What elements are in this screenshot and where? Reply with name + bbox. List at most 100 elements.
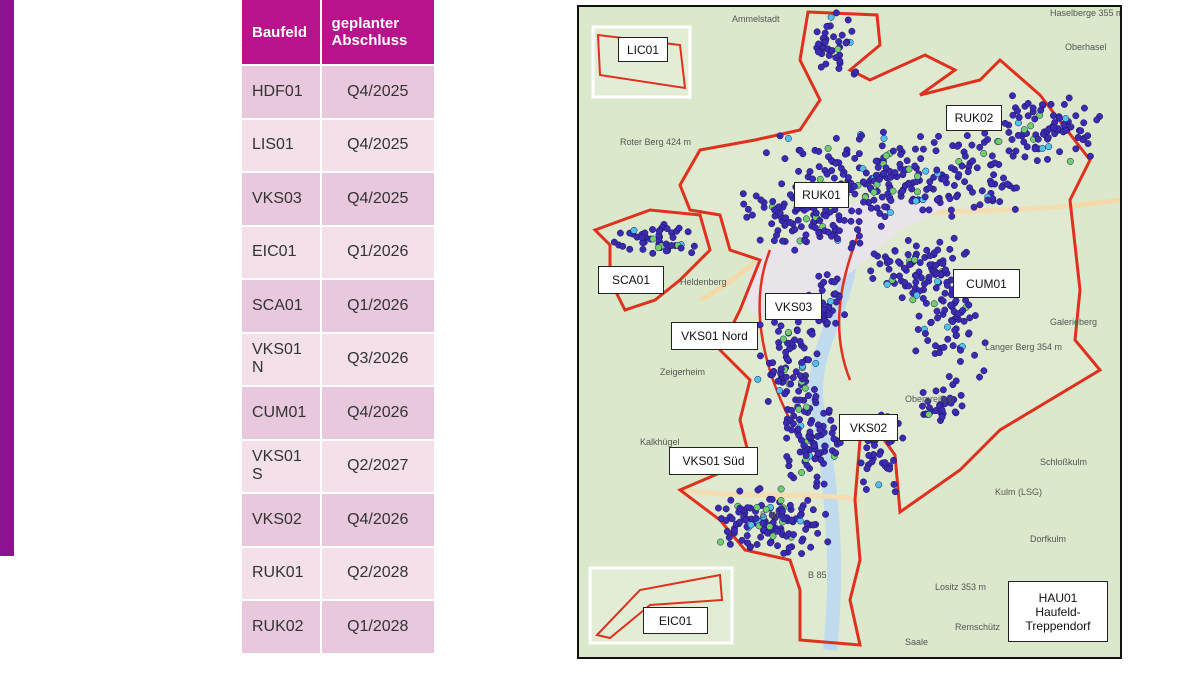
address-dot	[684, 228, 692, 236]
address-dot	[752, 514, 760, 522]
address-dot	[1001, 119, 1009, 127]
address-dot	[766, 539, 774, 547]
table-cell: Q4/2026	[320, 385, 437, 440]
address-dot	[825, 406, 833, 414]
address-dot	[630, 226, 638, 234]
address-dot	[736, 518, 744, 526]
address-dot	[793, 327, 801, 335]
address-dot	[796, 416, 803, 423]
address-dot	[891, 247, 899, 255]
address-dot	[939, 297, 947, 305]
address-dot	[1027, 122, 1035, 130]
address-dot	[781, 155, 789, 163]
address-dot	[827, 416, 835, 424]
address-dot	[803, 403, 811, 411]
address-dot	[924, 398, 932, 405]
address-dot	[949, 342, 957, 350]
address-dot	[923, 246, 931, 254]
address-dot	[847, 244, 855, 252]
address-dot	[885, 265, 893, 273]
address-dot	[677, 244, 685, 252]
address-dot	[952, 297, 960, 305]
address-dot	[1029, 104, 1037, 112]
address-dot	[798, 358, 806, 366]
address-dot	[807, 543, 815, 551]
address-dot	[922, 299, 930, 307]
address-dot	[963, 132, 971, 140]
address-dot	[669, 234, 677, 241]
address-dot	[690, 242, 698, 250]
table-row: RUK01 Q2/2028	[242, 545, 437, 600]
address-dot	[774, 542, 781, 550]
address-dot	[908, 185, 916, 193]
address-dot	[762, 149, 770, 157]
address-dot	[821, 442, 829, 450]
address-dot	[675, 224, 683, 232]
address-dot	[904, 237, 912, 244]
address-dot	[901, 279, 909, 286]
address-dot	[800, 442, 808, 449]
address-dot	[639, 245, 647, 253]
address-dot	[876, 450, 883, 458]
address-dot	[915, 312, 923, 320]
address-dot	[882, 152, 890, 160]
address-dot	[854, 226, 861, 233]
address-dot	[891, 488, 899, 496]
address-dot	[1031, 115, 1039, 123]
address-dot	[940, 175, 948, 183]
address-dot	[921, 330, 929, 337]
address-dot	[912, 278, 920, 286]
address-dot	[781, 390, 789, 398]
address-dot	[802, 452, 810, 459]
address-dot	[649, 249, 657, 257]
address-dot	[1080, 119, 1088, 127]
address-dot	[947, 206, 955, 214]
place-label: Kulm (LSG)	[995, 487, 1042, 497]
address-dot	[926, 252, 934, 260]
address-dot	[847, 217, 855, 225]
address-dot	[844, 174, 852, 181]
address-dot	[944, 335, 952, 343]
address-dot	[851, 154, 859, 162]
table-row: RUK02 Q1/2028	[242, 599, 437, 653]
address-dot	[654, 244, 662, 252]
address-dot	[938, 413, 946, 421]
address-dot	[900, 264, 908, 272]
address-dot	[895, 258, 903, 266]
address-dot	[862, 169, 870, 177]
address-dot	[930, 139, 938, 146]
address-dot	[909, 296, 917, 304]
address-dot	[792, 368, 800, 376]
address-dot	[1093, 116, 1101, 124]
address-dot	[823, 22, 831, 30]
address-dot	[952, 377, 960, 385]
address-dot	[914, 172, 921, 180]
address-dot	[880, 135, 888, 142]
place-label: Oberpreilipp	[905, 394, 954, 404]
address-dot	[771, 318, 778, 326]
address-dot	[973, 164, 981, 172]
address-dot	[875, 175, 883, 183]
address-dot	[957, 391, 965, 399]
address-dot	[942, 266, 949, 274]
place-label: Schloßkulm	[1040, 457, 1087, 467]
address-dot	[801, 384, 809, 392]
address-dot	[744, 205, 752, 213]
address-dot	[780, 549, 788, 557]
address-dot	[984, 196, 992, 204]
map: Ammelstadt Haselberge 355 m Oberhasel Ro…	[577, 5, 1122, 659]
address-dot	[1050, 124, 1058, 132]
address-dot	[782, 348, 790, 356]
address-dot	[896, 272, 903, 280]
address-dot	[932, 262, 939, 269]
address-dot	[753, 541, 761, 548]
address-dot	[912, 347, 920, 355]
address-dot	[818, 286, 826, 294]
address-dot	[770, 237, 778, 245]
address-dot	[780, 515, 788, 523]
address-dot	[778, 508, 786, 516]
address-dot	[813, 350, 821, 358]
address-dot	[911, 256, 919, 264]
address-dot	[736, 504, 744, 512]
address-dot	[1014, 131, 1022, 139]
